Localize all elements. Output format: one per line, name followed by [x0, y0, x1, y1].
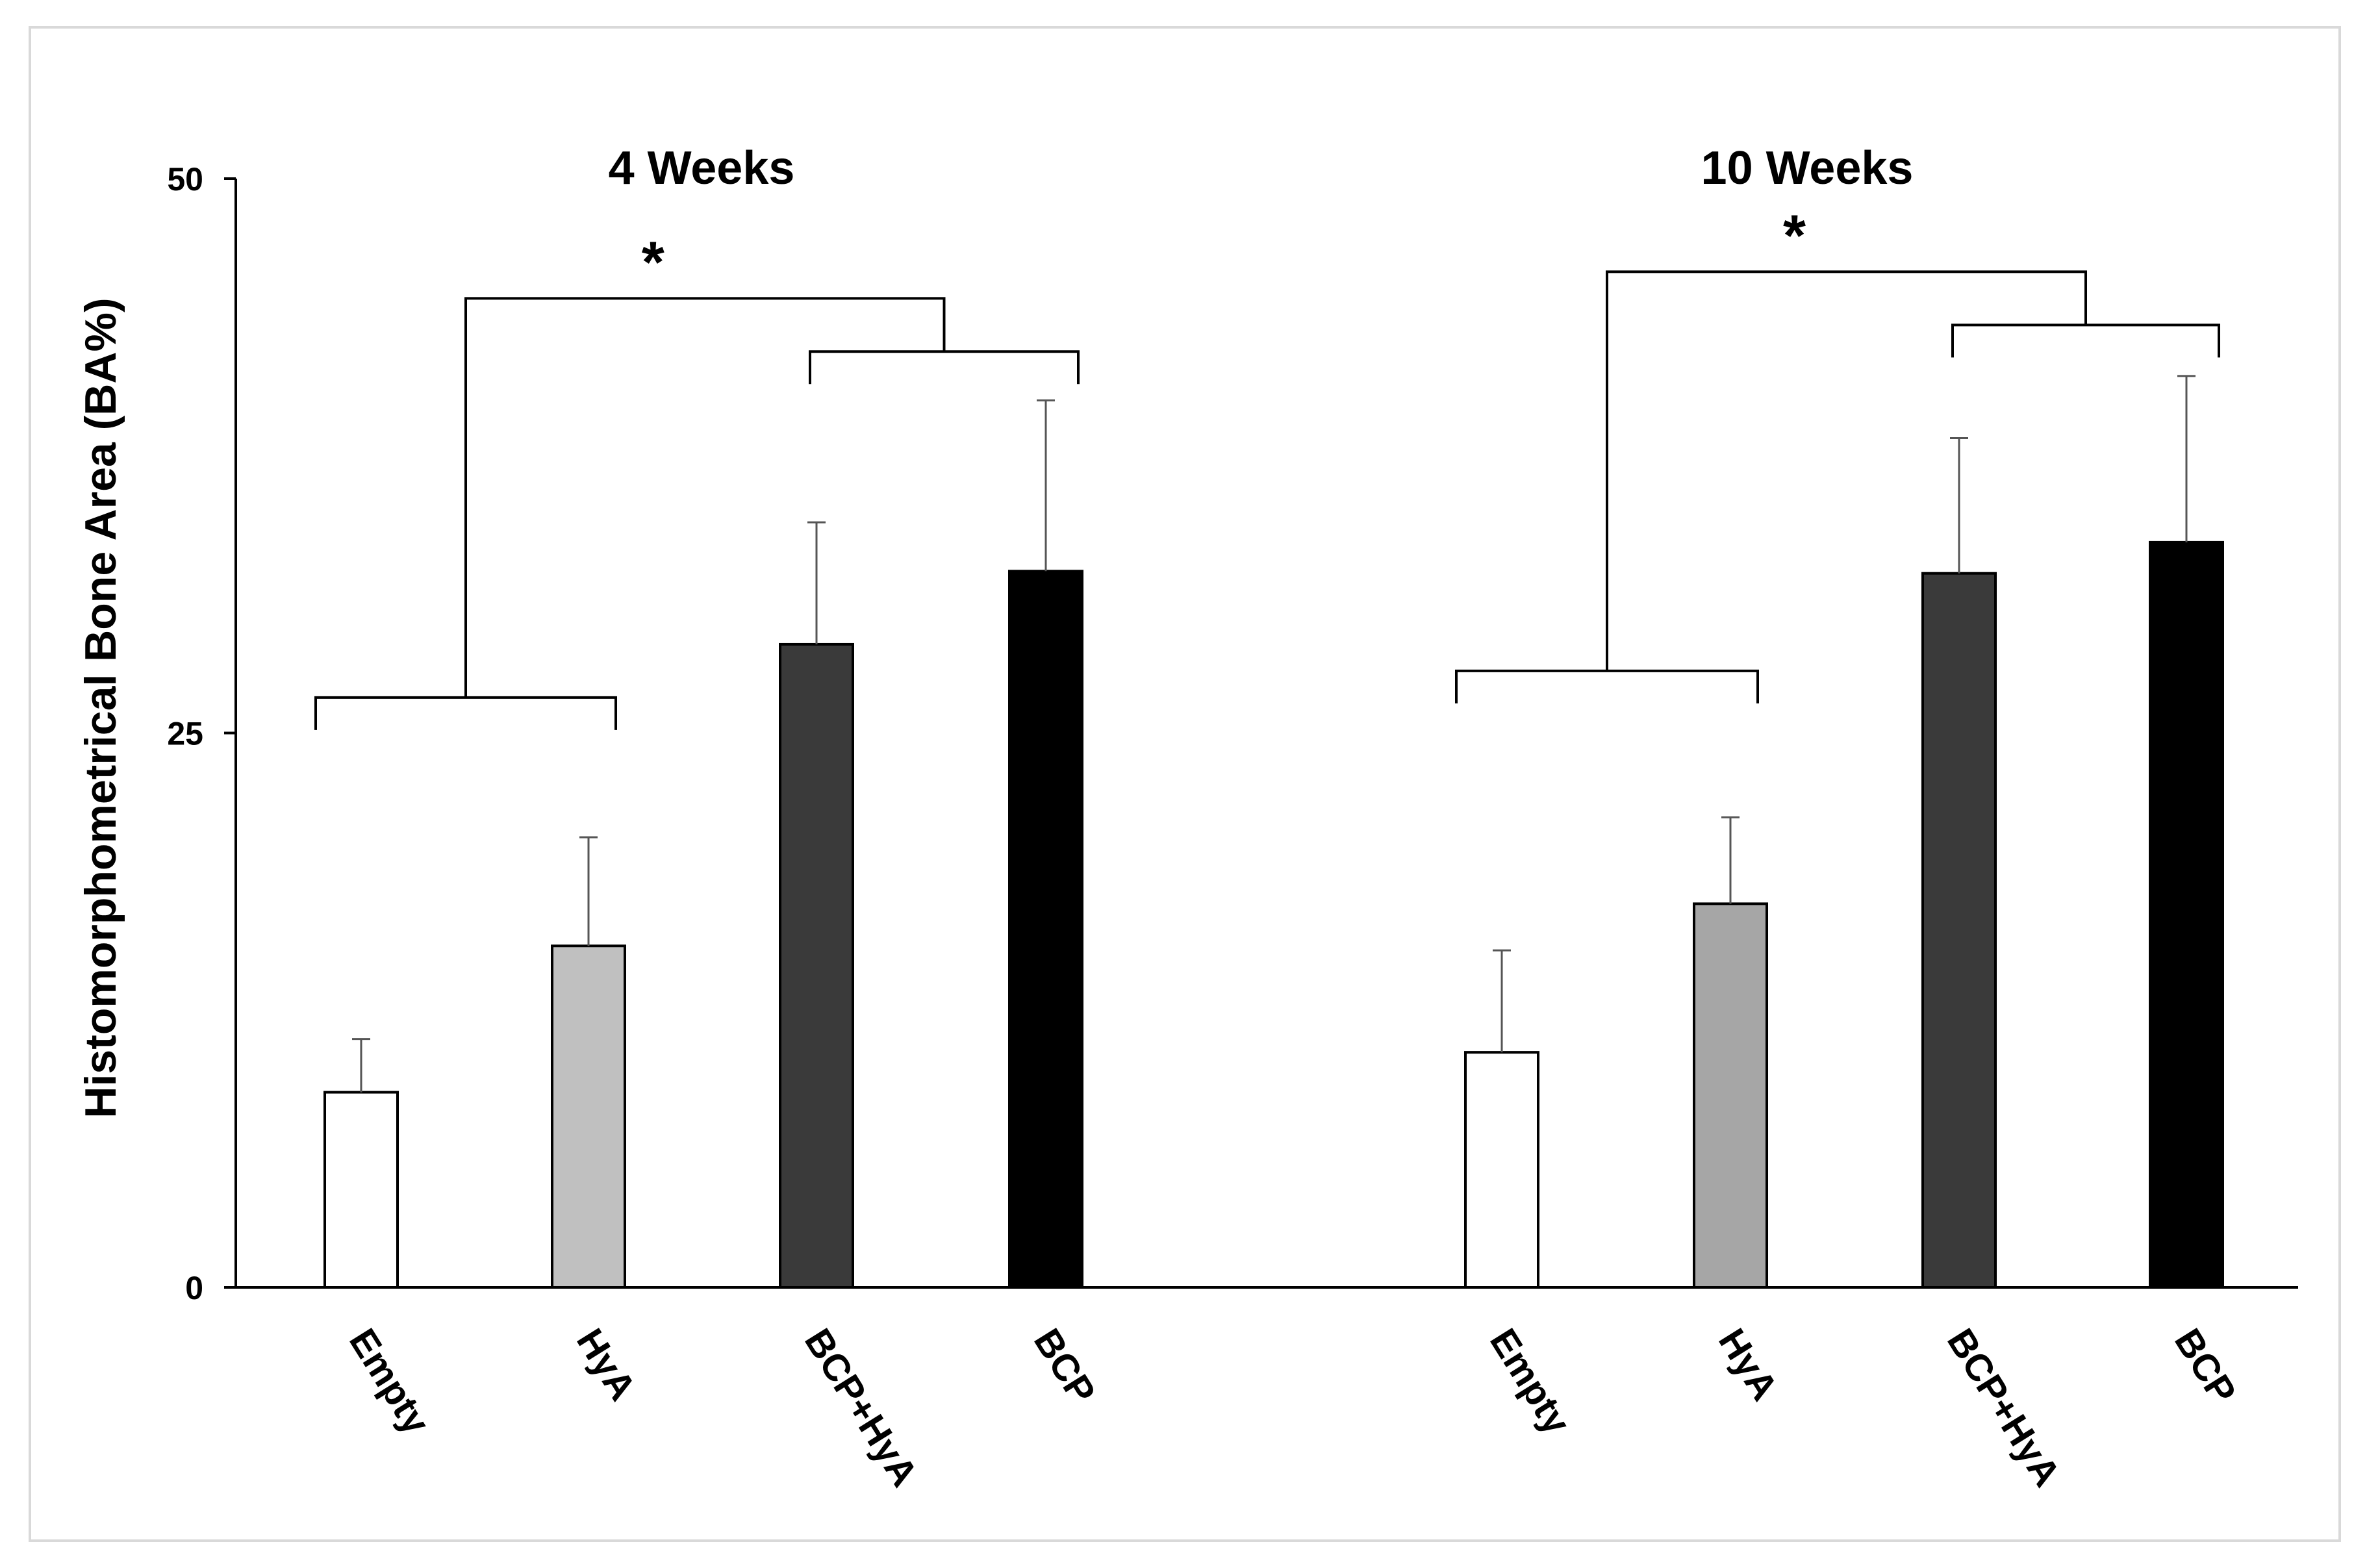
- axes-layer: [224, 177, 2298, 1289]
- bar: [323, 1091, 399, 1289]
- significance-bracket-left: [314, 696, 617, 730]
- bar: [1008, 570, 1083, 1289]
- group-title: 4 Weeks: [609, 142, 795, 194]
- significance-bracket-left: [1455, 669, 1759, 703]
- bars-layer: [323, 375, 2224, 1289]
- bar: [779, 642, 854, 1289]
- significance-star: *: [1783, 203, 1806, 268]
- y-axis-title: Histomorphometrical Bone Area (BA%): [76, 297, 125, 1118]
- bar: [1921, 572, 1997, 1289]
- y-tick-label: 25: [167, 716, 203, 752]
- significance-bracket-top: [464, 297, 946, 698]
- bar: [1693, 902, 1768, 1289]
- group-title: 10 Weeks: [1701, 142, 1914, 194]
- significance-star: *: [642, 230, 665, 295]
- significance-bracket-top: [1606, 270, 2087, 671]
- y-tick-label: 0: [185, 1270, 203, 1306]
- bar: [1464, 1051, 1539, 1289]
- y-tick-label: 50: [167, 161, 203, 197]
- bar: [2149, 540, 2224, 1289]
- bar: [551, 944, 626, 1289]
